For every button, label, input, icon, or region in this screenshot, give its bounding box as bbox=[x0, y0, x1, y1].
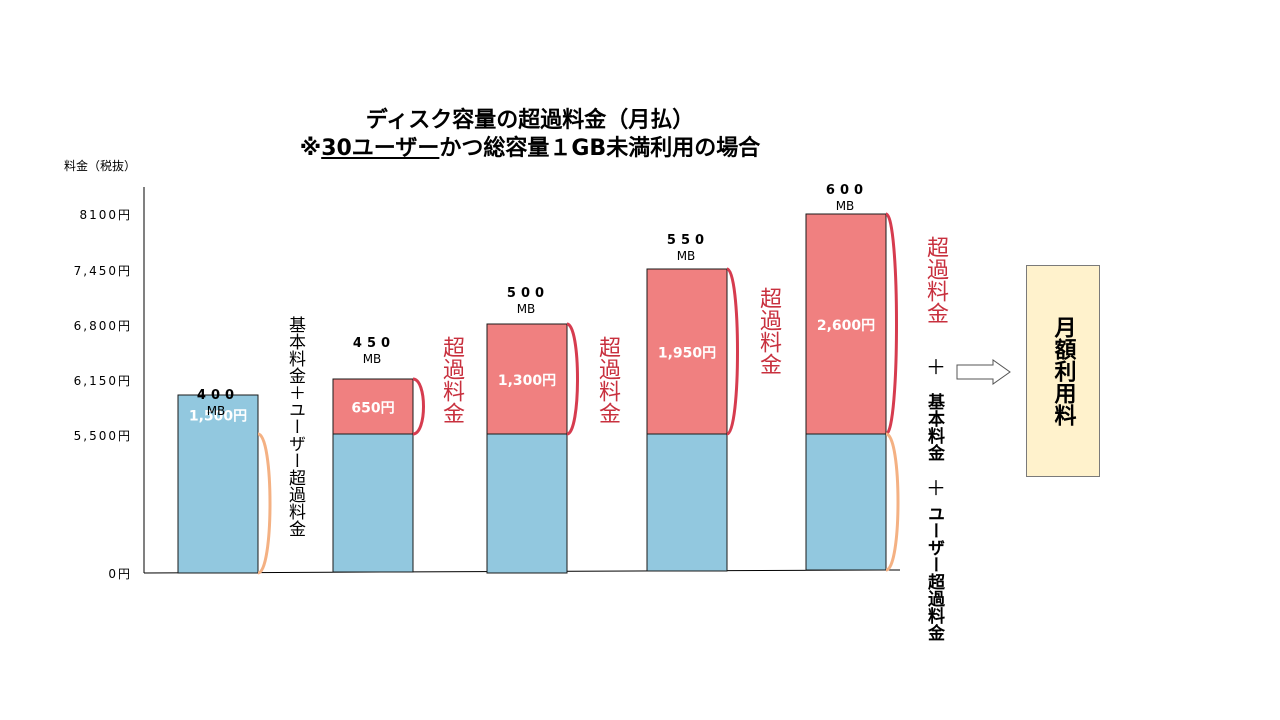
bar-label-400: 400 bbox=[196, 388, 240, 403]
data-label-600: 2,600円 bbox=[817, 318, 875, 334]
plus-sign-2: ＋ bbox=[926, 476, 946, 500]
right-arrow-icon bbox=[956, 359, 1011, 385]
title-note-mark: ※ bbox=[299, 136, 322, 161]
data-label-450: 650円 bbox=[351, 401, 394, 417]
bar-unit-550: MB bbox=[676, 249, 696, 263]
annotation-user-overage-fee: ユーザー超過料金 bbox=[924, 505, 944, 641]
annotation-overage-550: 超過料金 bbox=[756, 287, 781, 375]
data-label-550: 1,950円 bbox=[658, 346, 716, 362]
annotation-overage-450: 超過料金 bbox=[439, 336, 464, 424]
plus-sign-1: ＋ bbox=[926, 355, 946, 379]
overage-bracket-500 bbox=[566, 322, 579, 436]
bar-segment-disk-overage-500 bbox=[486, 323, 568, 435]
overage-bracket-600 bbox=[884, 212, 898, 436]
data-label-500: 1,300円 bbox=[498, 373, 556, 389]
y-tick-6150: 6,150円 bbox=[73, 374, 132, 388]
monthly-fee-label: 月額利用料 bbox=[1050, 316, 1076, 426]
bar-unit-600: MB bbox=[835, 199, 855, 213]
overage-bracket-450 bbox=[412, 377, 425, 436]
base-user-bracket-600 bbox=[885, 432, 900, 572]
data-label-400: 1,500円 bbox=[189, 409, 247, 425]
y-tick-7450: 7,450円 bbox=[73, 264, 132, 278]
monthly-fee-box: 月額利用料 bbox=[1026, 265, 1100, 477]
bar-label-550: 550 bbox=[666, 233, 710, 248]
bar-label-600: 600 bbox=[825, 183, 869, 198]
title-condition: かつ総容量１GB未満利用の場合 bbox=[439, 136, 761, 161]
bar-segment-base-400 bbox=[177, 394, 259, 574]
title-user-count: 30ユーザー bbox=[321, 136, 440, 161]
title-line-1: ディスク容量の超過料金（月払） bbox=[365, 108, 695, 133]
y-tick-8100: 8100円 bbox=[79, 208, 132, 222]
y-tick-5500: 5,500円 bbox=[73, 429, 132, 443]
y-axis-label: 料金（税抜） bbox=[64, 159, 137, 173]
bar-unit-500: MB bbox=[516, 302, 536, 316]
y-tick-6800: 6,800円 bbox=[73, 319, 132, 333]
bar-segment-disk-overage-600 bbox=[805, 213, 887, 435]
bar-unit-400: MB bbox=[206, 404, 226, 418]
annotation-overage-500: 超過料金 bbox=[595, 336, 620, 424]
bar-unit-450: MB bbox=[362, 352, 382, 366]
bar-label-500: 500 bbox=[506, 286, 550, 301]
bar-label-450: 450 bbox=[352, 336, 396, 351]
base-user-bracket-400 bbox=[257, 432, 272, 575]
bar-segment-disk-overage-550 bbox=[646, 268, 728, 435]
annotation-base-plus-user: 基本料金＋ユーザー超過料金 bbox=[285, 316, 305, 537]
bar-segment-disk-overage-450 bbox=[332, 378, 414, 435]
annotation-base-fee: 基本料金 bbox=[924, 393, 944, 461]
y-tick-0: 0円 bbox=[108, 567, 132, 581]
title-line-2: ※30ユーザーかつ総容量１GB未満利用の場合 bbox=[0, 130, 1060, 162]
overage-bracket-550 bbox=[725, 267, 739, 436]
annotation-overage-600: 超過料金 bbox=[923, 236, 948, 324]
